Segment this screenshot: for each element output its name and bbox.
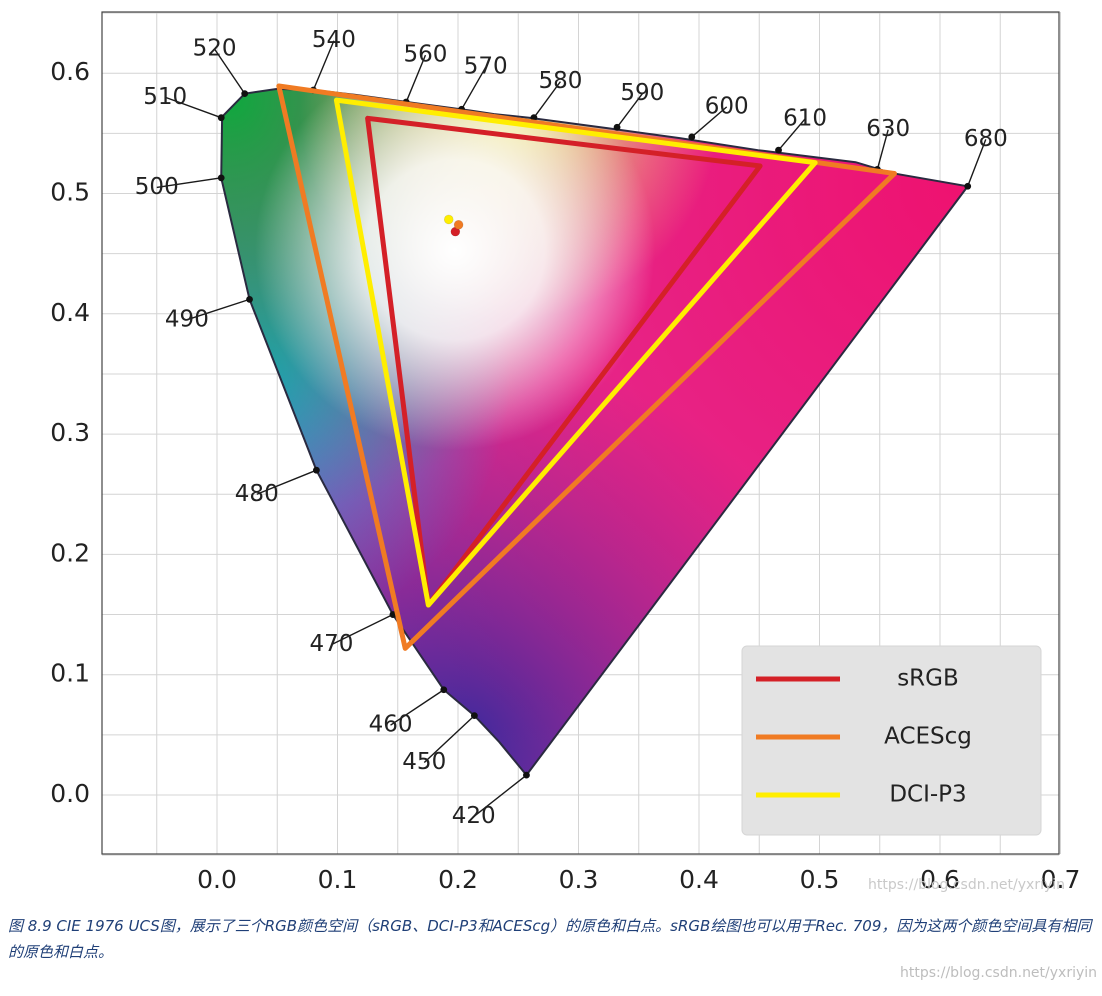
- gamut-triangle-acescg: [276, 83, 897, 651]
- wavelength-leader: [473, 774, 527, 818]
- plot-frame: [101, 11, 1060, 855]
- wavelength-leader: [876, 129, 889, 170]
- wavelength-dot: [964, 182, 972, 190]
- wavelength-label: 600: [705, 93, 749, 119]
- wavelength-label: 540: [312, 27, 356, 53]
- legend-label-dci-p3: DCI-P3: [889, 782, 966, 808]
- wavelength-leader: [777, 118, 806, 151]
- y-tick-label: 0.4: [50, 298, 90, 327]
- wavelength-label: 450: [402, 749, 446, 775]
- y-tick-label: 0.6: [50, 57, 90, 86]
- wavelength-dot: [217, 114, 225, 122]
- wavelength-dot: [613, 123, 621, 131]
- wavelength-leader: [164, 96, 222, 119]
- wavelength-label: 520: [193, 36, 237, 62]
- y-tick-label: 0.1: [50, 659, 90, 688]
- wavelength-dot: [523, 771, 530, 779]
- y-axis-ticks: 0.0 0.1 0.2 0.3 0.4 0.5 0.6: [50, 57, 90, 808]
- wavelength-label: 420: [452, 803, 496, 829]
- white-point-dci-p3: [443, 214, 454, 225]
- wavelength-label: 460: [369, 712, 413, 738]
- wavelength-label: 470: [310, 631, 354, 657]
- wavelength-dot: [313, 466, 320, 474]
- x-tick-label: 0.5: [800, 865, 840, 894]
- wavelength-label: 500: [135, 174, 179, 200]
- x-tick-label: 0.3: [559, 865, 599, 894]
- wavelength-leader: [533, 81, 561, 119]
- wavelength-label: 570: [464, 54, 508, 80]
- wavelength-leader: [967, 139, 987, 187]
- x-axis-ticks: 0.0 0.1 0.2 0.3 0.4 0.5 0.6 0.7: [197, 865, 1080, 894]
- wavelength-dot: [241, 90, 249, 98]
- wavelength-label: 580: [538, 68, 582, 94]
- x-tick-label: 0.0: [197, 865, 237, 894]
- plot-watermark: https://blog.csdn.net/yxriyin: [868, 877, 1066, 893]
- wavelength-dot: [389, 611, 397, 618]
- gamut-triangle-srgb: [365, 115, 763, 608]
- figure-caption: 图 8.9 CIE 1976 UCS图，展示了三个RGB颜色空间（sRGB、DC…: [8, 917, 1092, 961]
- wavelength-leader: [390, 689, 445, 726]
- x-tick-label: 0.2: [438, 865, 478, 894]
- wavelength-dot: [688, 133, 696, 141]
- wavelength-dot: [775, 146, 782, 154]
- x-tick-label: 0.4: [679, 865, 719, 894]
- wavelength-label: 560: [404, 42, 448, 68]
- white-points: [443, 214, 464, 237]
- x-tick-label: 0.1: [318, 865, 358, 894]
- wavelength-dot: [530, 114, 538, 122]
- x-tick-label: 0.6: [920, 865, 960, 894]
- wavelength-label: 610: [783, 105, 827, 131]
- wavelength-dot: [217, 174, 225, 182]
- legend: sRGB ACEScg DCI-P3: [741, 645, 1042, 836]
- wavelength-leader: [461, 66, 487, 110]
- wavelength-leader: [423, 715, 475, 764]
- wavelength-leader: [312, 40, 335, 91]
- y-tick-label: 0.3: [50, 418, 90, 447]
- gamut-triangles: [276, 83, 897, 651]
- wavelength-dot: [246, 295, 253, 303]
- legend-label-srgb: sRGB: [897, 666, 959, 692]
- wavelength-leader: [331, 613, 394, 646]
- y-tick-label: 0.0: [50, 779, 90, 808]
- legend-label-acescg: ACEScg: [884, 724, 972, 750]
- wavelength-dot: [470, 712, 478, 720]
- wavelength-dot: [440, 686, 448, 694]
- wavelength-leader: [405, 54, 427, 103]
- y-tick-label: 0.5: [50, 178, 90, 207]
- wavelength-leader: [691, 106, 728, 138]
- wavelength-leader: [186, 298, 250, 321]
- wavelength-label: 510: [143, 84, 187, 110]
- wavelength-label: 590: [620, 80, 664, 106]
- y-tick-label: 0.2: [50, 538, 90, 567]
- wavelength-label: 480: [235, 481, 279, 507]
- page-watermark: https://blog.csdn.net/yxriyin: [900, 965, 1098, 981]
- gamut-triangle-dci-p3: [333, 97, 818, 608]
- legend-box: [741, 645, 1042, 836]
- wavelength-leader: [616, 93, 643, 128]
- wavelength-label: 490: [165, 306, 209, 332]
- wavelength-leader: [214, 48, 246, 95]
- wavelength-leader: [156, 177, 222, 189]
- x-tick-label: 0.7: [1041, 865, 1081, 894]
- wavelength-label: 680: [964, 126, 1008, 152]
- wavelength-leader: [256, 469, 317, 495]
- wavelength-label: 630: [866, 116, 910, 142]
- white-point-acescg: [453, 219, 464, 230]
